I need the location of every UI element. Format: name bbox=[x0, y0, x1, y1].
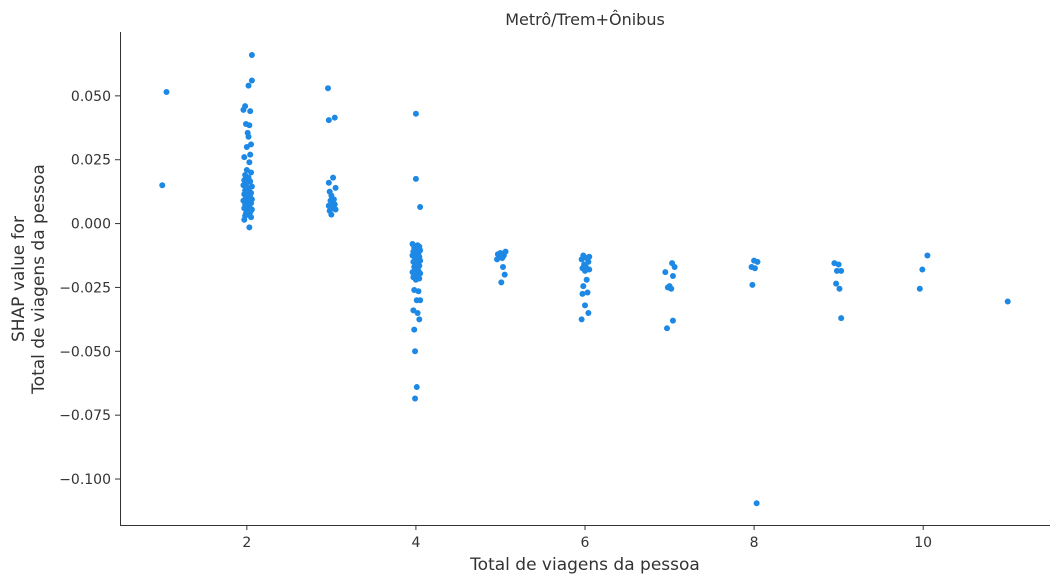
data-point bbox=[580, 283, 587, 290]
y-tick-label: −0.100 bbox=[59, 472, 111, 488]
data-point bbox=[413, 384, 420, 391]
data-point bbox=[498, 279, 505, 286]
y-axis-ticks: 0.050 0.025 0.000 −0.025 −0.050 −0.075 −0.100 bbox=[59, 89, 120, 488]
data-point bbox=[412, 395, 419, 402]
data-point bbox=[916, 285, 923, 292]
data-point bbox=[1004, 298, 1011, 305]
data-point bbox=[246, 122, 253, 129]
data-point bbox=[833, 280, 840, 287]
data-point bbox=[246, 159, 253, 166]
data-point bbox=[751, 265, 758, 272]
x-axis-ticks: 2 4 6 8 10 bbox=[242, 525, 932, 551]
data-point bbox=[412, 276, 419, 283]
data-point bbox=[669, 272, 676, 279]
data-point bbox=[241, 154, 248, 161]
data-point bbox=[499, 264, 506, 271]
data-point bbox=[412, 348, 419, 355]
data-point bbox=[416, 316, 423, 323]
y-tick-label: 0.025 bbox=[71, 153, 111, 169]
data-point bbox=[332, 206, 339, 213]
x-tick-label: 10 bbox=[914, 535, 932, 551]
data-point bbox=[583, 276, 590, 283]
data-point bbox=[245, 82, 252, 89]
data-point bbox=[749, 281, 756, 288]
data-point bbox=[332, 184, 339, 191]
data-point bbox=[919, 266, 926, 273]
data-point bbox=[833, 267, 840, 274]
data-point bbox=[411, 326, 418, 333]
x-tick-label: 2 bbox=[242, 535, 251, 551]
data-point bbox=[325, 179, 332, 186]
data-point bbox=[246, 224, 253, 231]
data-point bbox=[243, 143, 250, 150]
x-axis-label: Total de viagens da pessoa bbox=[469, 555, 700, 575]
data-point bbox=[671, 264, 678, 271]
data-point bbox=[248, 169, 255, 176]
data-point bbox=[248, 214, 255, 221]
data-point bbox=[412, 110, 419, 117]
data-point bbox=[579, 290, 586, 297]
x-tick-label: 4 bbox=[411, 535, 420, 551]
data-point bbox=[924, 252, 931, 259]
chart-title: Metrô/Trem+Ônibus bbox=[505, 10, 665, 29]
data-point bbox=[585, 309, 592, 316]
data-point bbox=[664, 325, 671, 332]
data-point bbox=[838, 315, 845, 322]
data-point bbox=[662, 269, 669, 276]
data-point bbox=[584, 289, 591, 296]
data-point bbox=[501, 271, 508, 278]
data-point bbox=[330, 174, 337, 181]
data-point bbox=[325, 117, 332, 124]
data-point bbox=[578, 316, 585, 323]
data-point bbox=[835, 261, 842, 268]
data-point bbox=[582, 302, 588, 309]
y-tick-label: −0.075 bbox=[59, 408, 111, 424]
data-point bbox=[578, 256, 585, 263]
data-point bbox=[163, 89, 170, 96]
data-point bbox=[751, 257, 758, 264]
data-point bbox=[582, 267, 588, 274]
data-point bbox=[666, 283, 673, 290]
data-point bbox=[415, 288, 422, 295]
data-point bbox=[499, 255, 506, 262]
x-tick-label: 6 bbox=[581, 535, 590, 551]
data-point bbox=[324, 85, 331, 92]
data-point bbox=[417, 297, 424, 304]
data-point bbox=[414, 309, 421, 316]
y-axis-label-line2: Total de viagens da pessoa bbox=[29, 164, 49, 395]
data-point bbox=[669, 317, 676, 324]
data-point bbox=[248, 77, 255, 84]
y-tick-label: −0.025 bbox=[59, 280, 111, 296]
data-point bbox=[247, 151, 254, 158]
data-point bbox=[247, 108, 254, 115]
data-point bbox=[240, 106, 247, 113]
data-point bbox=[248, 51, 255, 58]
data-point bbox=[836, 285, 843, 292]
data-point bbox=[331, 114, 338, 121]
data-point bbox=[838, 267, 845, 274]
data-point bbox=[245, 133, 252, 140]
y-tick-label: −0.050 bbox=[59, 344, 111, 360]
y-tick-label: 0.050 bbox=[71, 89, 111, 105]
x-tick-label: 8 bbox=[750, 535, 759, 551]
y-axis-label-line1: SHAP value for bbox=[9, 216, 29, 342]
data-point bbox=[412, 175, 419, 182]
data-point bbox=[753, 500, 760, 507]
data-point bbox=[417, 203, 424, 210]
y-tick-label: 0.000 bbox=[71, 217, 111, 233]
data-point bbox=[328, 211, 335, 218]
data-point bbox=[494, 256, 501, 263]
data-point bbox=[159, 182, 166, 189]
data-points bbox=[159, 51, 1011, 507]
data-point bbox=[241, 216, 248, 223]
